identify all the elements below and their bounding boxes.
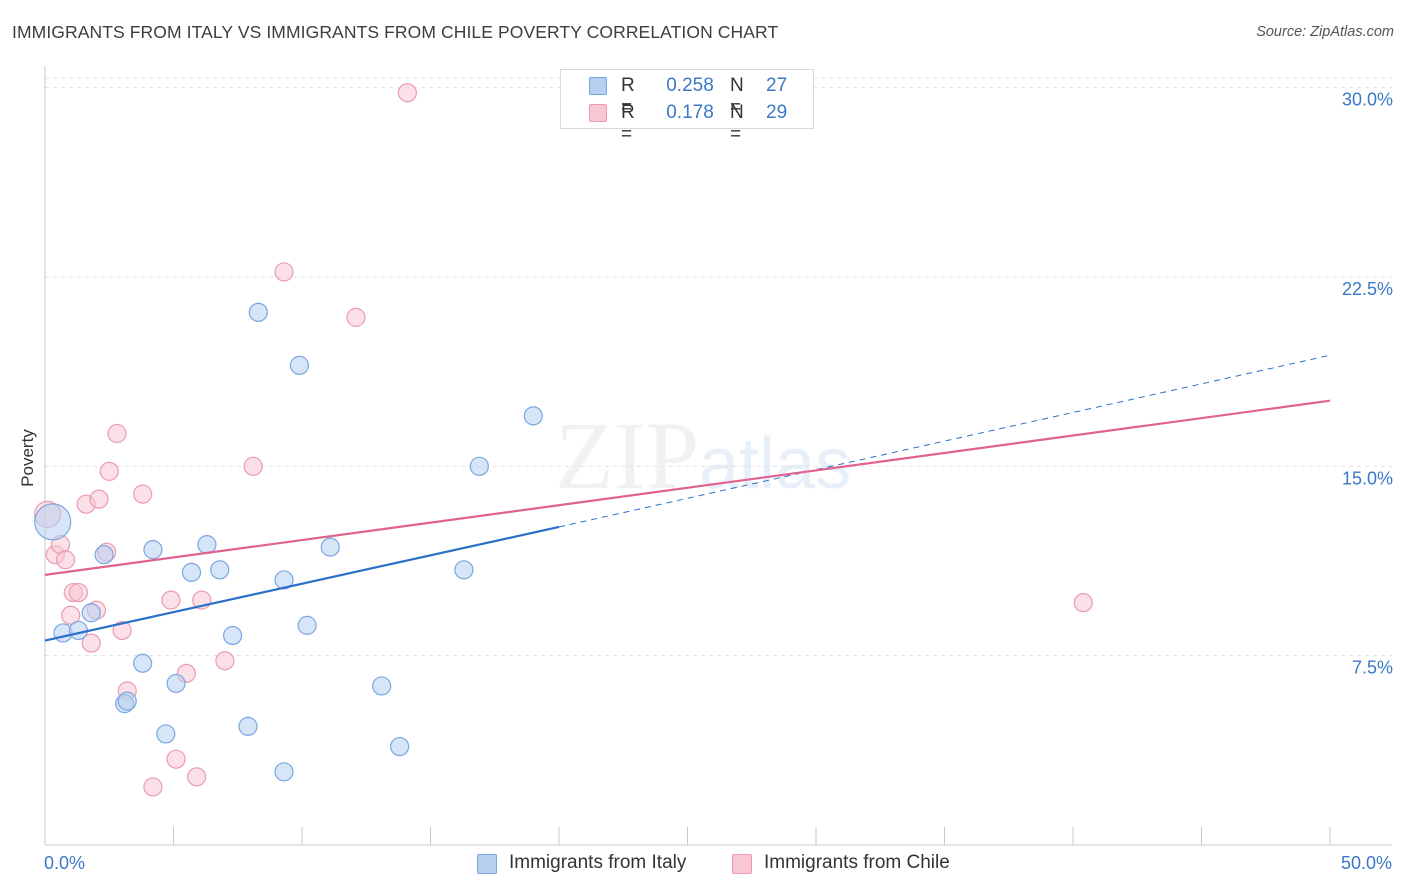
italy-point [274,762,294,782]
italy-point [454,560,474,580]
italy-n-label: N = [730,75,744,118]
chile-point [61,605,81,625]
chile-point [397,83,417,103]
italy-point [143,540,163,560]
italy-legend-swatch [477,854,497,874]
y-tick-label: 22.5% [1342,279,1393,299]
chile-point [68,582,89,603]
italy-point [133,653,153,673]
italy-n-value: 27 [766,75,788,96]
chile-n-value: 29 [766,102,788,123]
italy-point [181,562,202,582]
italy-point [289,355,310,375]
italy-trend-extension [558,354,1331,528]
chile-point [166,749,186,769]
italy-point [297,615,317,635]
x-tick-label: 50.0% [1341,853,1392,873]
chile-point [143,777,163,797]
chile-point [99,461,119,481]
x-tick-label: 0.0% [44,853,85,873]
chile-point [81,633,101,653]
chile-point [107,423,127,444]
italy-point [274,570,294,590]
italy-point [68,620,89,641]
italy-point [248,302,268,322]
italy-point [210,560,230,580]
italy-point [34,503,72,541]
italy-point [523,406,543,426]
italy-point [390,736,410,757]
chile-n-label: N = [730,102,744,145]
chile-point [1073,593,1093,613]
italy-point [166,673,186,694]
chile-point [346,307,366,327]
italy-point [197,534,217,555]
source-credit: Source: ZipAtlas.com [1256,24,1394,40]
y-tick-label: 30.0% [1342,90,1393,110]
chile-r-value: 0.178 [666,102,714,123]
watermark: ZIPatlas [555,400,851,511]
chile-legend-label: Immigrants from Chile [764,852,950,873]
italy-legend-label: Immigrants from Italy [509,852,687,873]
chart-title: IMMIGRANTS FROM ITALY VS IMMIGRANTS FROM… [12,22,779,42]
italy-point [372,676,392,696]
italy-point [238,716,258,736]
italy-point [223,625,243,646]
italy-point [81,603,101,623]
chile-point [112,620,132,641]
chile-point [243,456,263,476]
italy-point [94,545,114,565]
italy-point [156,724,176,744]
italy-point [117,691,137,711]
chile-point [215,651,235,671]
chile-r-label: R = [621,102,635,145]
chile-swatch [589,104,607,122]
chile-point [89,489,109,509]
watermark-zip: ZIP [555,402,699,509]
stats-legend: R = 0.258 N = 27 R = 0.178 N = 29 [560,69,814,145]
chile-point [161,590,181,610]
italy-point [320,537,340,557]
italy-r-value: 0.258 [666,75,714,96]
italy-r-label: R = [621,75,635,118]
chile-legend-swatch [732,854,752,874]
watermark-atlas: atlas [699,424,852,504]
chile-point [133,484,153,504]
italy-point [469,456,489,476]
chile-point [55,550,76,570]
y-tick-label: 15.0% [1342,468,1393,488]
italy-swatch [589,77,607,95]
italy-trend-line [44,525,560,642]
chile-trend-line [44,399,1331,576]
chile-point [274,262,294,282]
chile-point [187,767,207,787]
y-tick-label: 7.5% [1352,658,1393,678]
